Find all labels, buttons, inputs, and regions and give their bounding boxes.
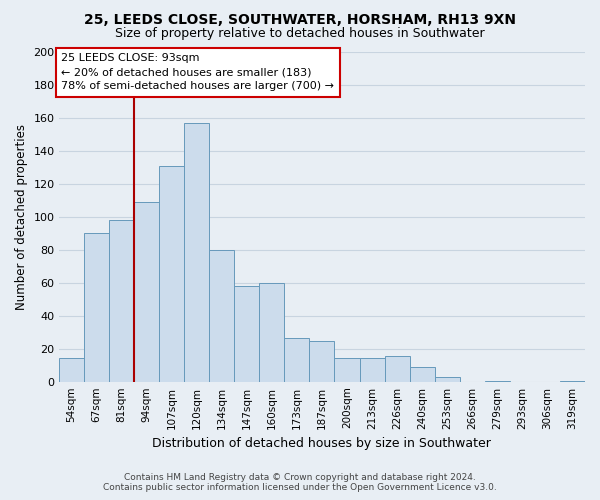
Bar bbox=[159, 166, 184, 382]
Y-axis label: Number of detached properties: Number of detached properties bbox=[15, 124, 28, 310]
Bar bbox=[485, 380, 510, 382]
Text: Size of property relative to detached houses in Southwater: Size of property relative to detached ho… bbox=[115, 28, 485, 40]
Bar bbox=[259, 283, 284, 382]
Bar bbox=[184, 122, 209, 382]
Bar bbox=[84, 234, 109, 382]
Bar bbox=[134, 202, 159, 382]
Bar bbox=[310, 341, 334, 382]
Bar bbox=[359, 358, 385, 382]
Bar bbox=[209, 250, 234, 382]
Bar bbox=[410, 368, 434, 382]
Bar bbox=[434, 378, 460, 382]
Bar bbox=[59, 358, 84, 382]
Text: Contains HM Land Registry data © Crown copyright and database right 2024.
Contai: Contains HM Land Registry data © Crown c… bbox=[103, 473, 497, 492]
Bar bbox=[109, 220, 134, 382]
Bar bbox=[234, 286, 259, 382]
Bar bbox=[560, 380, 585, 382]
X-axis label: Distribution of detached houses by size in Southwater: Distribution of detached houses by size … bbox=[152, 437, 491, 450]
Text: 25 LEEDS CLOSE: 93sqm
← 20% of detached houses are smaller (183)
78% of semi-det: 25 LEEDS CLOSE: 93sqm ← 20% of detached … bbox=[61, 53, 334, 91]
Bar bbox=[385, 356, 410, 382]
Text: 25, LEEDS CLOSE, SOUTHWATER, HORSHAM, RH13 9XN: 25, LEEDS CLOSE, SOUTHWATER, HORSHAM, RH… bbox=[84, 12, 516, 26]
Bar bbox=[334, 358, 359, 382]
Bar bbox=[284, 338, 310, 382]
